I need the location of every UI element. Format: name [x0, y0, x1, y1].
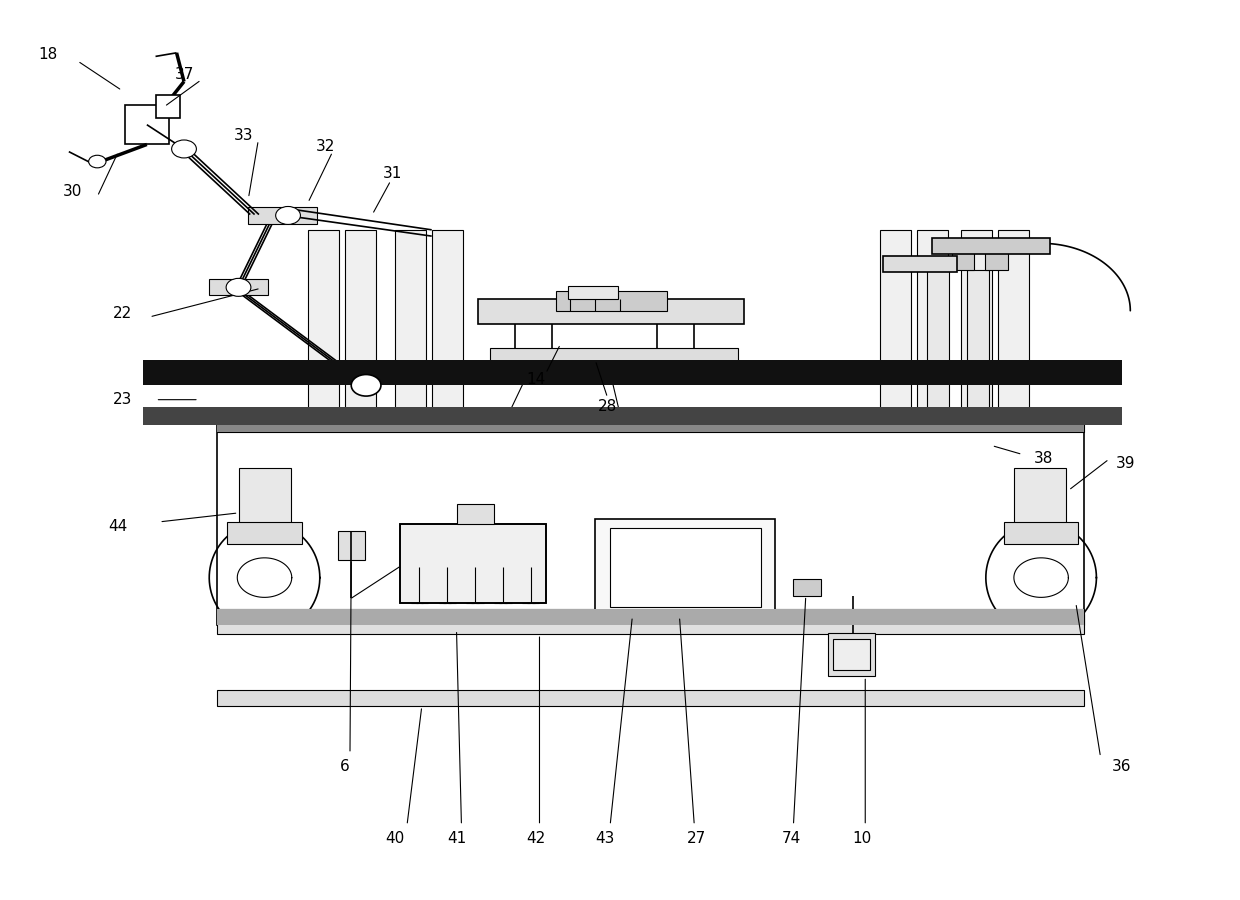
Text: 42: 42	[526, 831, 546, 846]
Bar	[952, 252, 975, 270]
Bar	[155, 95, 180, 118]
Bar	[918, 230, 949, 414]
Bar	[986, 252, 1008, 270]
Bar	[1004, 522, 1079, 544]
Bar	[124, 105, 169, 145]
Bar	[217, 414, 1085, 432]
Text: 44: 44	[109, 519, 128, 534]
Text: 22: 22	[113, 306, 131, 321]
Text: 32: 32	[315, 139, 335, 154]
Bar	[1014, 468, 1066, 526]
Text: 39: 39	[1116, 456, 1135, 471]
Bar	[880, 230, 911, 414]
Bar	[998, 230, 1029, 414]
Bar	[610, 528, 761, 608]
Bar	[217, 414, 1085, 432]
Bar	[217, 615, 1085, 634]
Bar	[595, 519, 775, 616]
Bar	[337, 531, 365, 560]
Bar	[394, 230, 425, 414]
Bar	[883, 256, 957, 272]
Text: 27: 27	[687, 831, 707, 846]
Bar	[399, 524, 546, 603]
Bar	[490, 347, 738, 364]
Text: 38: 38	[1034, 452, 1053, 466]
Circle shape	[226, 278, 250, 296]
Text: 31: 31	[382, 166, 402, 181]
Text: 41: 41	[446, 831, 466, 846]
Bar	[208, 279, 268, 295]
Bar	[217, 414, 1085, 626]
Text: 30: 30	[63, 184, 82, 199]
Text: 33: 33	[233, 128, 253, 143]
Bar	[961, 230, 992, 414]
Bar	[217, 690, 1085, 707]
Text: 6: 6	[340, 759, 350, 774]
Bar	[217, 609, 1085, 626]
Bar	[143, 360, 1122, 385]
Circle shape	[171, 140, 196, 158]
Bar	[308, 230, 339, 414]
Text: 18: 18	[38, 47, 57, 62]
Text: 10: 10	[852, 831, 872, 846]
Bar	[477, 299, 744, 324]
Bar	[399, 524, 546, 603]
Text: 28: 28	[598, 400, 618, 414]
Text: 40: 40	[384, 831, 404, 846]
Bar	[568, 285, 618, 299]
Circle shape	[88, 156, 105, 167]
Text: 37: 37	[175, 67, 193, 82]
Bar	[833, 639, 870, 670]
Bar	[556, 291, 667, 310]
Bar	[432, 230, 463, 414]
Bar	[227, 522, 301, 544]
Bar	[828, 634, 875, 677]
Bar	[967, 270, 990, 410]
Bar	[238, 468, 290, 526]
Text: 36: 36	[1112, 759, 1131, 774]
Bar	[928, 270, 950, 410]
Text: 74: 74	[781, 831, 801, 846]
Bar	[143, 407, 1122, 425]
Bar	[345, 230, 376, 414]
Bar	[794, 580, 821, 596]
Bar	[456, 504, 494, 524]
Text: 23: 23	[113, 392, 131, 407]
Text: 43: 43	[595, 831, 615, 846]
Circle shape	[275, 206, 300, 224]
Circle shape	[351, 374, 381, 396]
Text: 14: 14	[526, 373, 546, 387]
Bar	[932, 238, 1050, 254]
Bar	[217, 609, 1085, 626]
Bar	[248, 207, 316, 223]
